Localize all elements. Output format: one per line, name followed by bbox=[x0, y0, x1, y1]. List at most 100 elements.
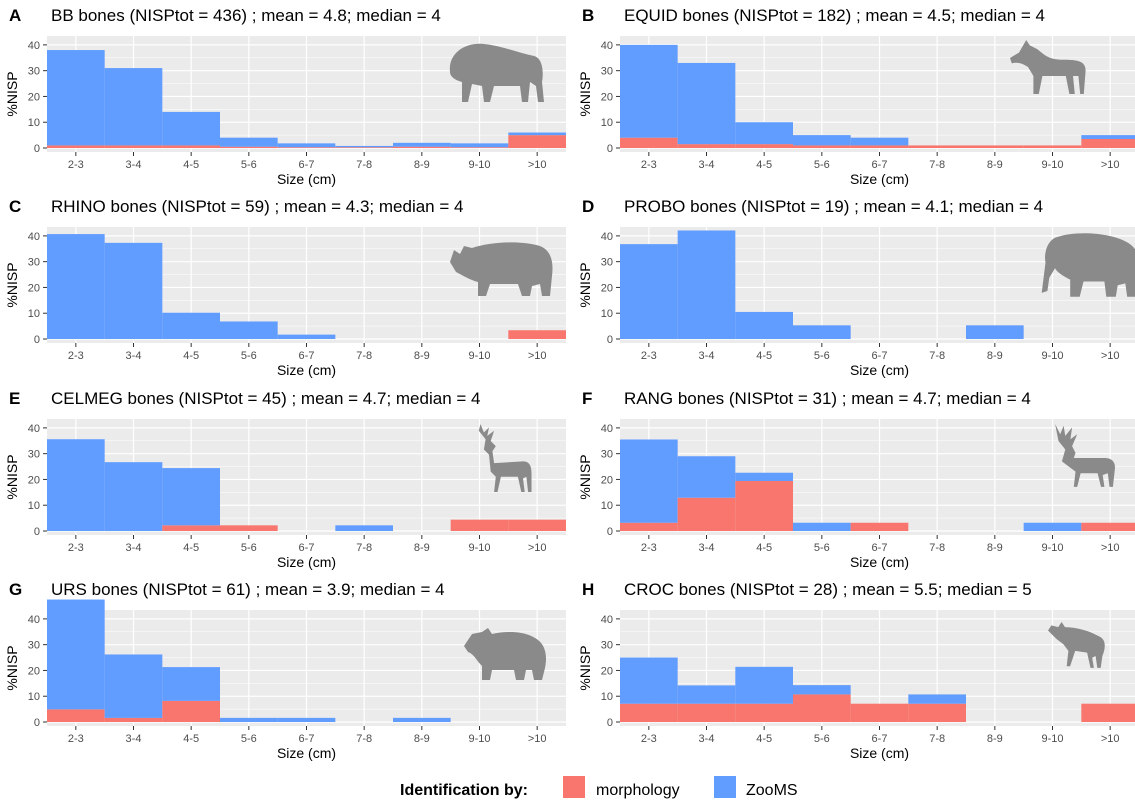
x-tick-label: 4-5 bbox=[183, 733, 199, 745]
x-tick-label: >10 bbox=[1101, 733, 1120, 745]
bar-zooms-3-4 bbox=[104, 654, 163, 718]
x-tick-label: 6-7 bbox=[872, 350, 888, 362]
bar-zooms-2-3 bbox=[620, 44, 678, 138]
x-tick-label: 6-7 bbox=[299, 542, 315, 554]
x-tick-label: 3-4 bbox=[699, 350, 715, 362]
x-tick-label: 2-3 bbox=[641, 542, 657, 554]
x-tick-label: 8-9 bbox=[987, 350, 1003, 362]
bar-morphology-7-8 bbox=[908, 703, 966, 722]
x-tick-label: 9-10 bbox=[1041, 733, 1063, 745]
y-tick-label: 30 bbox=[28, 257, 40, 269]
bar-zooms-3-4 bbox=[677, 685, 736, 704]
y-tick-label: 20 bbox=[601, 474, 613, 486]
x-tick-label: 8-9 bbox=[414, 542, 430, 554]
bar-morphology-7-8 bbox=[335, 147, 393, 148]
y-tick-label: 10 bbox=[601, 117, 613, 129]
x-axis-title: Size (cm) bbox=[277, 745, 336, 761]
bar-morphology->10 bbox=[508, 330, 566, 339]
bar-morphology-6-7 bbox=[850, 703, 909, 722]
bar-zooms-6-7 bbox=[277, 717, 336, 722]
bar-zooms-9-10 bbox=[1023, 522, 1082, 531]
bar-morphology->10 bbox=[508, 135, 566, 148]
x-tick-label: 2-3 bbox=[68, 350, 84, 362]
x-tick-label: >10 bbox=[1101, 159, 1120, 171]
x-tick-label: 7-8 bbox=[356, 350, 372, 362]
x-tick-label: >10 bbox=[528, 159, 547, 171]
y-tick-label: 20 bbox=[601, 91, 613, 103]
x-tick-label: 5-6 bbox=[241, 350, 257, 362]
bar-morphology-5-6 bbox=[793, 694, 851, 722]
bar-morphology-2-3 bbox=[620, 137, 678, 148]
x-tick-label: 6-7 bbox=[299, 733, 315, 745]
bar-zooms-8-9 bbox=[393, 142, 451, 147]
x-tick-label: 6-7 bbox=[872, 733, 888, 745]
x-tick-label: 7-8 bbox=[356, 159, 372, 171]
x-tick-label: 7-8 bbox=[929, 542, 945, 554]
x-axis-title: Size (cm) bbox=[277, 362, 336, 378]
y-axis-title: %NISP bbox=[577, 645, 593, 690]
y-tick-label: 0 bbox=[607, 717, 613, 729]
x-tick-label: 4-5 bbox=[756, 733, 772, 745]
panel-c: C RHINO bones (NISPtot = 59) ; mean = 4.3… bbox=[4, 197, 566, 378]
x-tick-label: 2-3 bbox=[641, 350, 657, 362]
y-tick-label: 10 bbox=[28, 500, 40, 512]
y-tick-label: 10 bbox=[601, 308, 613, 320]
x-tick-label: 5-6 bbox=[814, 733, 830, 745]
y-axis-title: %NISP bbox=[4, 71, 20, 116]
y-axis-title: %NISP bbox=[577, 454, 593, 499]
reindeer-silhouette-icon bbox=[1055, 424, 1116, 487]
x-tick-label: 2-3 bbox=[641, 733, 657, 745]
panel-letter: E bbox=[9, 389, 20, 408]
bar-zooms->10 bbox=[1081, 135, 1135, 139]
x-tick-label: 8-9 bbox=[987, 733, 1003, 745]
y-tick-label: 30 bbox=[601, 66, 613, 78]
panel-letter: D bbox=[582, 197, 594, 216]
bar-morphology-9-10 bbox=[450, 147, 509, 148]
y-tick-label: 0 bbox=[34, 526, 40, 538]
panel-h: H CROC bones (NISPtot = 28) ; mean = 5.5;… bbox=[577, 580, 1135, 761]
bar-zooms-2-3 bbox=[620, 439, 678, 523]
y-tick-label: 20 bbox=[28, 91, 40, 103]
y-axis-title: %NISP bbox=[577, 262, 593, 307]
legend-title: Identification by: bbox=[400, 782, 528, 799]
x-tick-label: 5-6 bbox=[814, 542, 830, 554]
x-tick-label: 6-7 bbox=[299, 350, 315, 362]
bar-zooms-4-5 bbox=[162, 312, 220, 339]
bar-zooms-4-5 bbox=[162, 111, 220, 146]
bar-morphology-4-5 bbox=[735, 480, 793, 531]
bar-morphology->10 bbox=[1081, 522, 1135, 531]
x-tick-label: 5-6 bbox=[241, 159, 257, 171]
x-tick-label: 5-6 bbox=[241, 542, 257, 554]
bar-zooms-8-9 bbox=[393, 717, 451, 722]
bar-morphology-3-4 bbox=[677, 144, 736, 148]
bar-morphology-2-3 bbox=[47, 709, 105, 722]
x-tick-label: >10 bbox=[528, 542, 547, 554]
bar-zooms-3-4 bbox=[104, 462, 163, 531]
x-tick-label: 7-8 bbox=[929, 159, 945, 171]
panel-g: G URS bones (NISPtot = 61) ; mean = 3.9; … bbox=[4, 580, 566, 761]
x-tick-label: 2-3 bbox=[68, 159, 84, 171]
y-tick-label: 10 bbox=[28, 691, 40, 703]
y-axis-title: %NISP bbox=[4, 454, 20, 499]
bar-morphology-4-5 bbox=[735, 703, 793, 722]
x-tick-label: 4-5 bbox=[756, 542, 772, 554]
bear-silhouette-icon bbox=[464, 628, 546, 680]
bar-zooms-2-3 bbox=[620, 244, 678, 339]
x-axis-title: Size (cm) bbox=[277, 171, 336, 187]
x-tick-label: 6-7 bbox=[299, 159, 315, 171]
bar-morphology-7-8 bbox=[908, 145, 966, 148]
bar-zooms-4-5 bbox=[162, 667, 220, 701]
panel-d: D PROBO bones (NISPtot = 19) ; mean = 4.1… bbox=[577, 197, 1135, 378]
x-tick-label: >10 bbox=[1101, 350, 1120, 362]
panel-letter: G bbox=[9, 580, 22, 599]
y-tick-label: 40 bbox=[28, 40, 40, 52]
y-tick-label: 40 bbox=[601, 423, 613, 435]
y-tick-label: 40 bbox=[601, 231, 613, 243]
bar-zooms-4-5 bbox=[735, 472, 793, 481]
y-tick-label: 20 bbox=[28, 665, 40, 677]
bar-zooms-4-5 bbox=[735, 666, 793, 704]
horse-silhouette-icon bbox=[1010, 40, 1086, 94]
bar-zooms-3-4 bbox=[677, 62, 736, 145]
y-tick-label: 30 bbox=[28, 66, 40, 78]
